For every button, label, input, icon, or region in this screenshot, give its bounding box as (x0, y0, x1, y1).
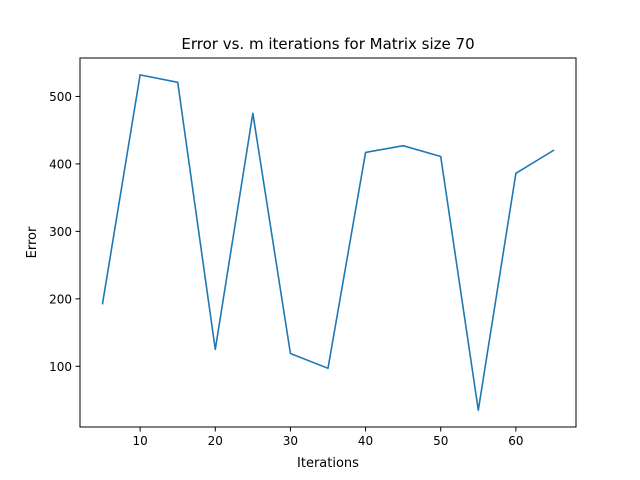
y-axis-label: Error (25, 226, 40, 258)
x-tick-label: 40 (358, 434, 373, 448)
y-tick-label: 300 (49, 225, 72, 239)
y-tick-label: 100 (49, 360, 72, 374)
y-tick-label: 200 (49, 292, 72, 306)
x-tick-label: 10 (132, 434, 147, 448)
x-tick-label: 30 (283, 434, 298, 448)
x-tick-label: 20 (208, 434, 223, 448)
plot-frame (79, 57, 577, 428)
series-line-0 (101, 74, 555, 411)
y-tick-label: 400 (49, 157, 72, 171)
x-axis-label: Iterations (297, 456, 359, 471)
chart-title: Error vs. m iterations for Matrix size 7… (181, 35, 474, 53)
x-tick-label: 60 (508, 434, 523, 448)
y-tick-label: 500 (49, 90, 72, 104)
x-tick-label: 50 (433, 434, 448, 448)
